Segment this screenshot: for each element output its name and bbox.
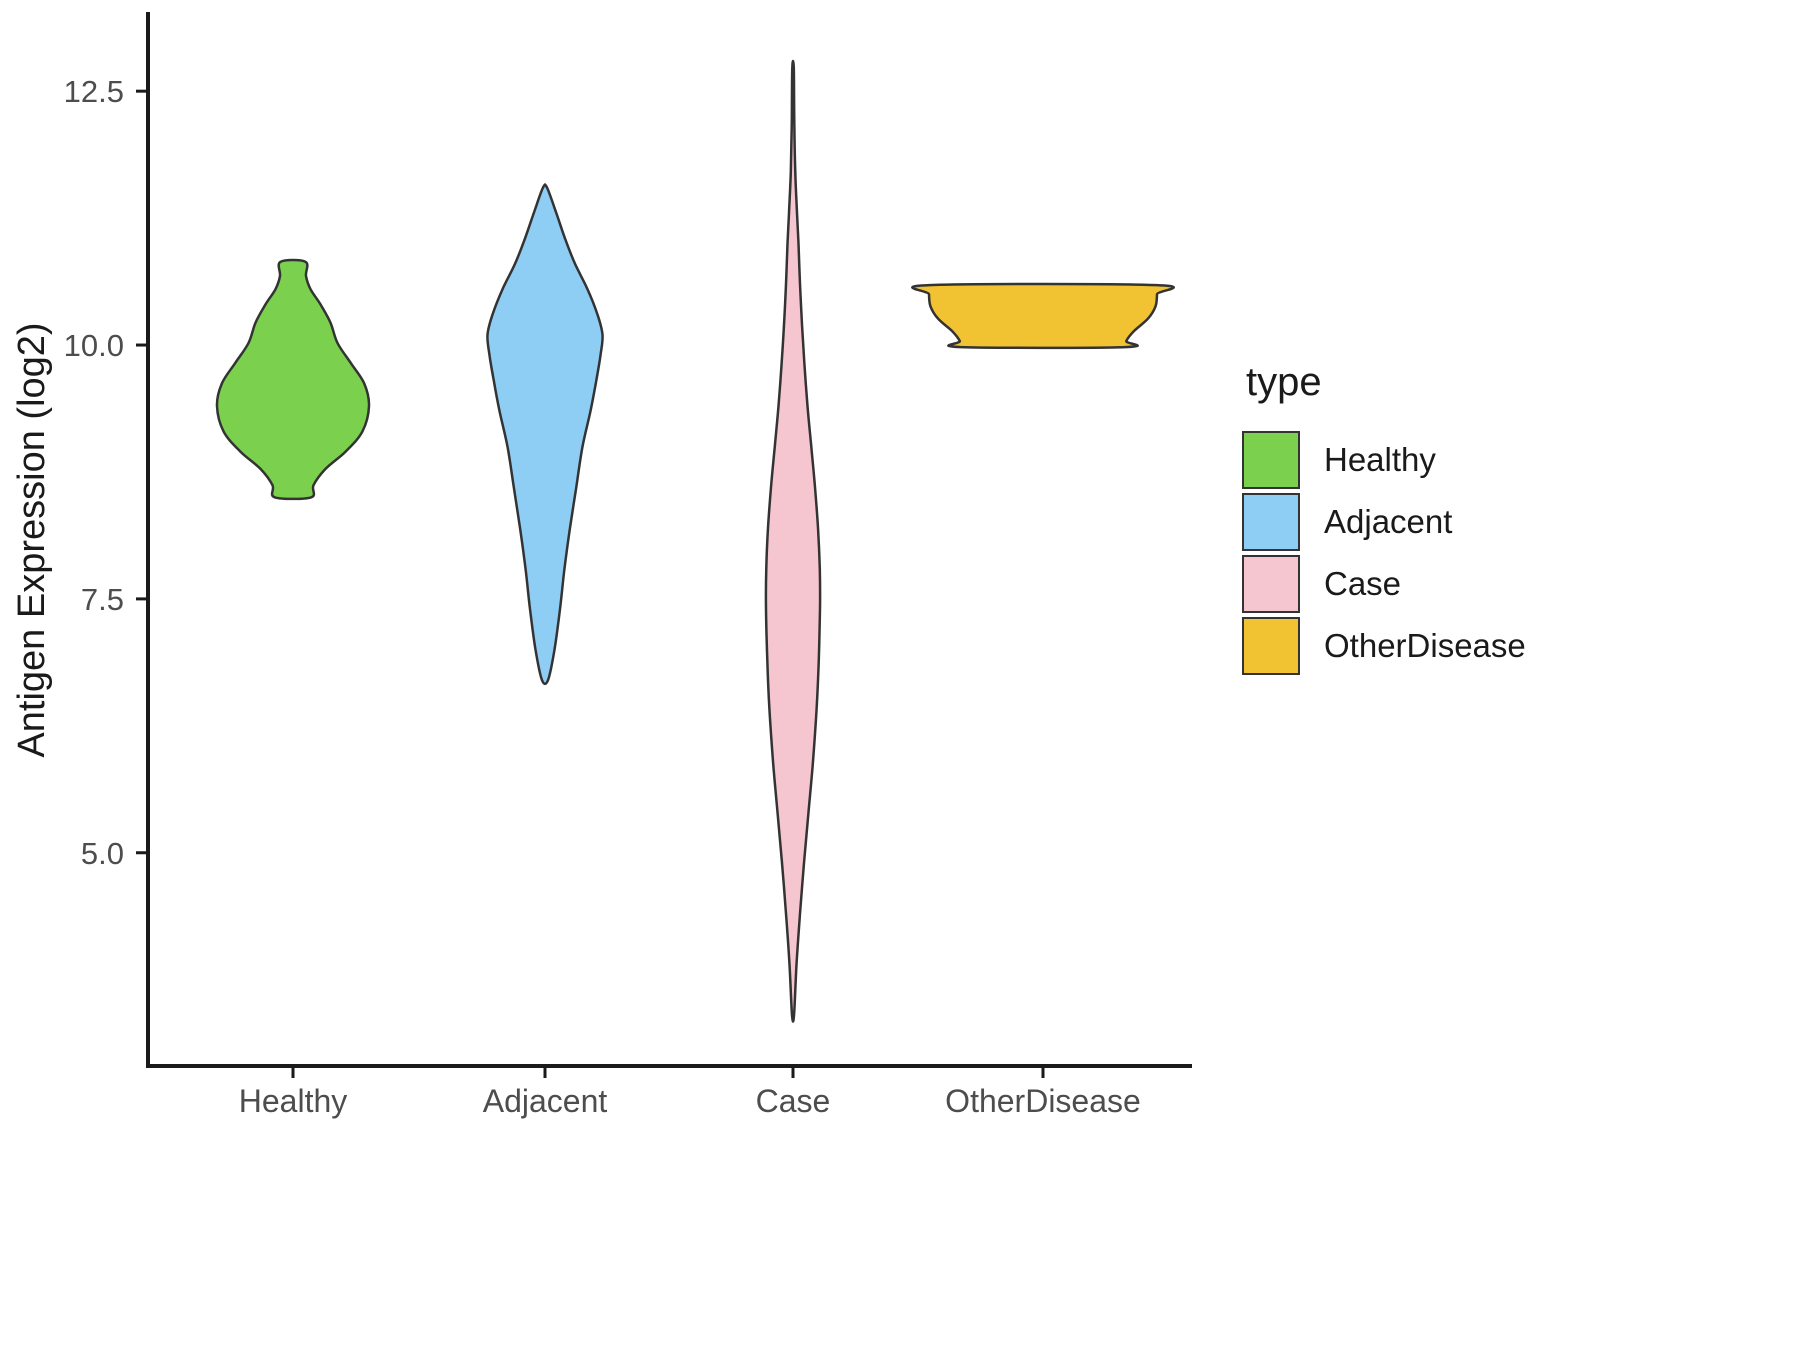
legend-swatch — [1242, 493, 1300, 551]
x-tick-label: Case — [756, 1083, 831, 1119]
x-tick-label: OtherDisease — [945, 1083, 1141, 1119]
legend-swatch — [1242, 617, 1300, 675]
y-tick-label: 5.0 — [81, 836, 124, 871]
x-tick-label: Healthy — [239, 1083, 348, 1119]
y-tick-label: 7.5 — [81, 582, 124, 617]
axis-lines — [146, 12, 1192, 1068]
x-tick-label: Adjacent — [483, 1083, 608, 1119]
legend-label: Healthy — [1324, 441, 1436, 478]
legend-item: Healthy — [1242, 431, 1526, 489]
legend-title: type — [1246, 360, 1322, 404]
legend-item: OtherDisease — [1242, 617, 1526, 675]
violin-adjacent — [486, 183, 604, 686]
legend-label: Case — [1324, 565, 1402, 602]
legend-label: Adjacent — [1324, 503, 1453, 540]
violin-healthy — [215, 258, 371, 501]
legend-item: Case — [1242, 555, 1526, 613]
legend: type Healthy Adjacent Case OtherDisease — [1242, 360, 1526, 679]
legend-swatch — [1242, 555, 1300, 613]
legend-label: OtherDisease — [1324, 627, 1526, 664]
y-axis-title: Antigen Expression (log2) — [11, 322, 53, 757]
y-tick-label: 12.5 — [64, 74, 124, 109]
violin-case — [764, 59, 822, 1023]
legend-swatch — [1242, 431, 1300, 489]
violin-otherdisease — [911, 282, 1175, 350]
legend-items: Healthy Adjacent Case OtherDisease — [1242, 431, 1526, 675]
legend-item: Adjacent — [1242, 493, 1526, 551]
y-tick-label: 10.0 — [64, 328, 124, 363]
